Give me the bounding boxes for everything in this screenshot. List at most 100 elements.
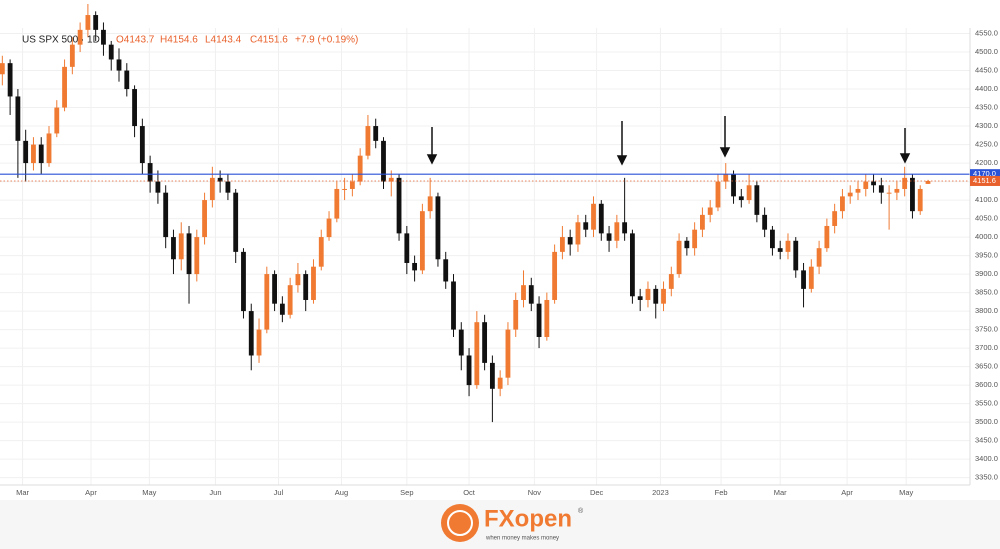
- candle-body: [279, 303, 285, 315]
- candle-body: [349, 181, 355, 189]
- candle-body: [684, 240, 690, 249]
- candle-body: [147, 163, 153, 182]
- candle-body: [567, 237, 573, 245]
- candle-body: [746, 185, 752, 201]
- x-tick-label: Nov: [528, 488, 542, 497]
- candle-body: [645, 288, 651, 300]
- y-tick-label: 4000.0: [975, 232, 998, 241]
- candle-body: [373, 126, 379, 141]
- y-tick-label: 3800.0: [975, 306, 998, 315]
- level-label-bg: [970, 169, 1000, 180]
- candle-body: [871, 181, 876, 186]
- x-tick-label: Dec: [590, 488, 604, 497]
- y-tick-label: 3650.0: [975, 362, 998, 371]
- y-tick-label: 3550.0: [975, 399, 998, 408]
- candle-body: [342, 188, 348, 190]
- level-label: 4151.6: [973, 176, 996, 185]
- candle-body: [38, 144, 44, 164]
- candle-body: [801, 270, 806, 289]
- candle-body: [661, 288, 666, 304]
- candle-body: [536, 303, 542, 337]
- candle-body: [69, 44, 75, 67]
- ohlc-close: C4151.6: [250, 35, 288, 46]
- candle-body: [435, 196, 441, 260]
- y-tick-label: 3750.0: [975, 325, 998, 334]
- candle-body: [318, 237, 324, 267]
- candle-body: [264, 274, 270, 330]
- candle-body: [723, 174, 729, 182]
- x-tick-label: Feb: [715, 488, 728, 497]
- candle-body: [311, 266, 316, 300]
- candle-body: [528, 285, 534, 304]
- candle-body: [77, 29, 83, 45]
- candle-body: [396, 177, 402, 234]
- candle-body: [241, 251, 246, 312]
- y-tick-label: 3600.0: [975, 380, 998, 389]
- arrow-head: [719, 147, 731, 158]
- candle-body: [513, 299, 519, 330]
- candle-body: [902, 177, 908, 189]
- y-tick-label: 3900.0: [975, 269, 998, 278]
- candle-body: [419, 211, 425, 271]
- logo-registered: ®: [578, 507, 584, 515]
- candle-body: [738, 196, 744, 201]
- candle-body: [692, 229, 698, 249]
- x-tick-label: Apr: [85, 488, 97, 497]
- x-tick-label: Mar: [774, 488, 787, 497]
- candle-body: [637, 296, 643, 300]
- y-tick-label: 3350.0: [975, 473, 998, 482]
- candle-body: [832, 211, 838, 226]
- arrow-head: [616, 155, 628, 166]
- candle-body: [7, 63, 13, 97]
- candle-body: [139, 126, 145, 164]
- candle-body: [482, 322, 488, 363]
- arrow-head: [899, 153, 911, 164]
- candle-body: [707, 207, 713, 215]
- candle-body: [629, 233, 635, 297]
- candle-body: [894, 188, 900, 193]
- candle-body: [404, 233, 410, 263]
- candle-body: [700, 214, 705, 230]
- arrows: [426, 116, 911, 166]
- candle-body: [256, 329, 262, 356]
- candle-body: [272, 274, 277, 304]
- candle-body: [303, 274, 309, 300]
- candle-body: [46, 133, 52, 164]
- logo: FXopen ® when money makes money: [441, 504, 584, 542]
- candle-body: [474, 322, 480, 386]
- candle-body: [54, 107, 60, 134]
- candle-body: [715, 181, 721, 208]
- candle-body: [754, 185, 760, 215]
- candle-body: [124, 70, 130, 90]
- candle-body: [552, 251, 558, 300]
- candle-body: [559, 237, 565, 252]
- ohlc-low: L4143.4: [205, 35, 242, 46]
- ohlc-open: O4143.7: [116, 35, 155, 46]
- candle-body: [225, 181, 231, 193]
- candle-body: [497, 377, 503, 389]
- candle-body: [840, 196, 845, 212]
- candle-body: [653, 288, 659, 304]
- candle-body: [886, 192, 892, 194]
- y-tick-label: 4350.0: [975, 103, 998, 112]
- footer-background: [0, 500, 1000, 549]
- candle-body: [824, 225, 830, 249]
- logo-icon-ring: [447, 510, 473, 536]
- candle-body: [668, 274, 674, 289]
- candle-body: [777, 248, 783, 252]
- y-tick-label: 4400.0: [975, 84, 998, 93]
- candle-body: [171, 237, 176, 260]
- candle-body: [23, 140, 29, 164]
- candle-body: [731, 174, 736, 197]
- y-tick-label: 3700.0: [975, 343, 998, 352]
- y-tick-label: 4200.0: [975, 158, 998, 167]
- candle-body: [770, 229, 775, 249]
- symbol: US SPX 500 · 1D: [22, 35, 100, 46]
- candle-body: [591, 203, 596, 230]
- candle-body: [31, 144, 36, 164]
- x-tick-label: May: [142, 488, 156, 497]
- level-label-bg: [970, 175, 1000, 186]
- candle-body: [62, 66, 67, 108]
- x-tick-label: Oct: [463, 488, 476, 497]
- candle-body: [762, 214, 768, 230]
